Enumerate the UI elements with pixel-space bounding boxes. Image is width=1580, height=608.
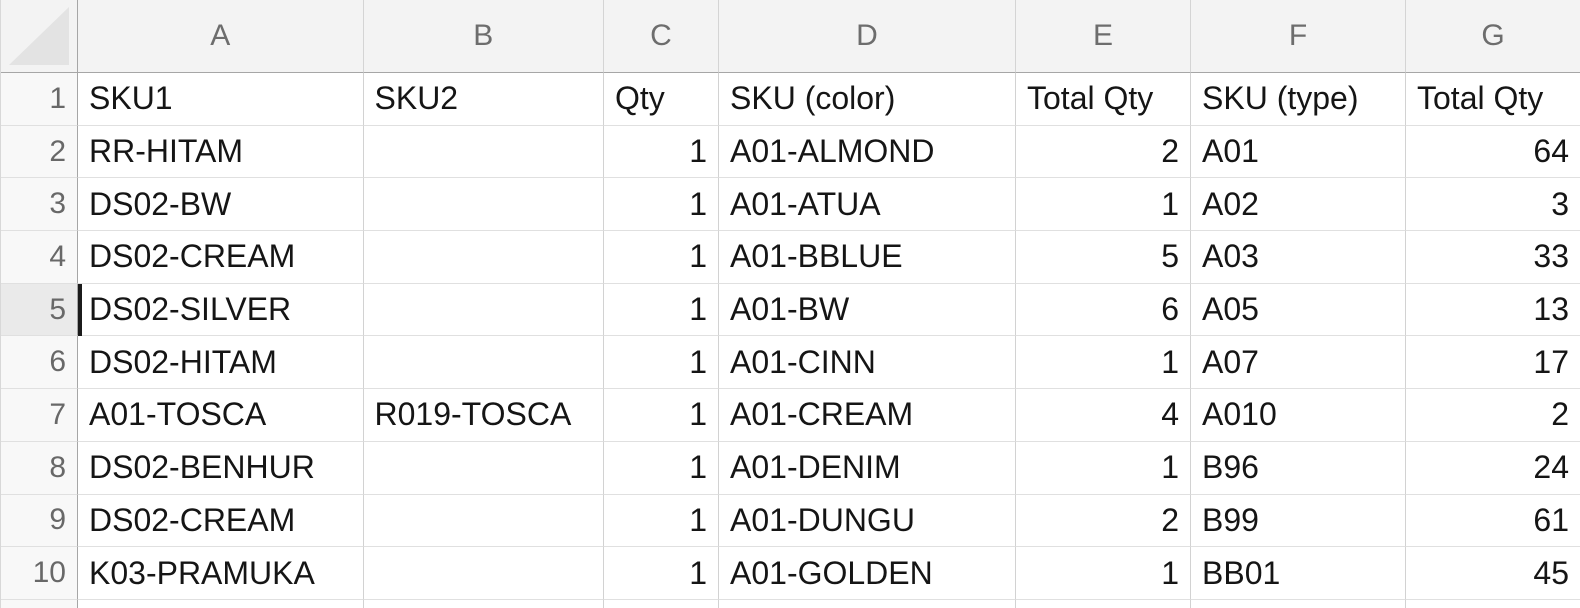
cell-F8[interactable]: B96: [1191, 441, 1406, 495]
row-header-9[interactable]: 9: [1, 494, 78, 548]
cell-G1[interactable]: Total Qty: [1406, 73, 1580, 126]
cell-C6[interactable]: 1: [604, 336, 719, 390]
row-header-8[interactable]: 8: [1, 441, 78, 495]
cell-A1[interactable]: SKU1: [78, 73, 364, 126]
cell-A-partial: [78, 599, 364, 608]
cell-C3[interactable]: 1: [604, 178, 719, 232]
cell-E5[interactable]: 6: [1016, 283, 1191, 337]
cell-D10[interactable]: A01-GOLDEN: [719, 547, 1016, 600]
cell-E7[interactable]: 4: [1016, 389, 1191, 442]
cell-G-partial: [1406, 599, 1580, 608]
cell-B-partial: [363, 599, 604, 608]
row-header-4[interactable]: 4: [1, 231, 78, 284]
cell-A3[interactable]: DS02-BW: [78, 178, 364, 232]
cell-D7[interactable]: A01-CREAM: [719, 389, 1016, 442]
cell-F3[interactable]: A02: [1191, 178, 1406, 232]
column-header-E[interactable]: E: [1016, 0, 1191, 73]
column-header-D[interactable]: D: [719, 0, 1016, 73]
row-header-2[interactable]: 2: [1, 125, 78, 179]
column-header-B[interactable]: B: [363, 0, 604, 73]
cell-G10[interactable]: 45: [1406, 547, 1580, 600]
cell-G3[interactable]: 3: [1406, 178, 1580, 232]
cell-E10[interactable]: 1: [1016, 547, 1191, 600]
cell-C5[interactable]: 1: [604, 283, 719, 337]
cell-G6[interactable]: 17: [1406, 336, 1580, 390]
cell-G4[interactable]: 33: [1406, 231, 1580, 284]
cell-D-partial: [719, 599, 1016, 608]
column-header-A[interactable]: A: [78, 0, 364, 73]
row-header-6[interactable]: 6: [1, 336, 78, 390]
cell-A4[interactable]: DS02-CREAM: [78, 231, 364, 284]
cell-D2[interactable]: A01-ALMOND: [719, 125, 1016, 179]
cell-F10[interactable]: BB01: [1191, 547, 1406, 600]
column-header-G[interactable]: G: [1406, 0, 1580, 73]
row-header-3[interactable]: 3: [1, 178, 78, 232]
cell-B1[interactable]: SKU2: [363, 73, 604, 126]
select-all-triangle-icon: [9, 7, 69, 65]
cell-D4[interactable]: A01-BBLUE: [719, 231, 1016, 284]
cell-G8[interactable]: 24: [1406, 441, 1580, 495]
cell-E8[interactable]: 1: [1016, 441, 1191, 495]
cell-E1[interactable]: Total Qty: [1016, 73, 1191, 126]
cell-C1[interactable]: Qty: [604, 73, 719, 126]
cell-A7[interactable]: A01-TOSCA: [78, 389, 364, 442]
cell-B4[interactable]: [363, 231, 604, 284]
cell-A10[interactable]: K03-PRAMUKA: [78, 547, 364, 600]
cell-E6[interactable]: 1: [1016, 336, 1191, 390]
cell-A6[interactable]: DS02-HITAM: [78, 336, 364, 390]
cell-C2[interactable]: 1: [604, 125, 719, 179]
cell-D8[interactable]: A01-DENIM: [719, 441, 1016, 495]
cell-B10[interactable]: [363, 547, 604, 600]
cell-C10[interactable]: 1: [604, 547, 719, 600]
column-header-F[interactable]: F: [1191, 0, 1406, 73]
column-header-C[interactable]: C: [604, 0, 719, 73]
cell-F6[interactable]: A07: [1191, 336, 1406, 390]
cell-B9[interactable]: [363, 494, 604, 548]
cell-G5[interactable]: 13: [1406, 283, 1580, 337]
cell-C9[interactable]: 1: [604, 494, 719, 548]
cell-F9[interactable]: B99: [1191, 494, 1406, 548]
cell-A9[interactable]: DS02-CREAM: [78, 494, 364, 548]
cell-F5[interactable]: A05: [1191, 283, 1406, 337]
cell-B8[interactable]: [363, 441, 604, 495]
cell-E4[interactable]: 5: [1016, 231, 1191, 284]
cell-G2[interactable]: 64: [1406, 125, 1580, 179]
cell-A8[interactable]: DS02-BENHUR: [78, 441, 364, 495]
cell-D5[interactable]: A01-BW: [719, 283, 1016, 337]
cell-F7[interactable]: A010: [1191, 389, 1406, 442]
cell-B3[interactable]: [363, 178, 604, 232]
cell-E9[interactable]: 2: [1016, 494, 1191, 548]
cell-E-partial: [1016, 599, 1191, 608]
cell-F-partial: [1191, 599, 1406, 608]
cell-C4[interactable]: 1: [604, 231, 719, 284]
row-header-partial: [1, 599, 78, 608]
cell-B6[interactable]: [363, 336, 604, 390]
row-header-1[interactable]: 1: [1, 73, 78, 126]
cell-G7[interactable]: 2: [1406, 389, 1580, 442]
cell-B2[interactable]: [363, 125, 604, 179]
row-header-10[interactable]: 10: [1, 547, 78, 600]
cell-A2[interactable]: RR-HITAM: [78, 125, 364, 179]
select-all-corner[interactable]: [1, 0, 78, 73]
cell-D9[interactable]: A01-DUNGU: [719, 494, 1016, 548]
cell-C7[interactable]: 1: [604, 389, 719, 442]
row-header-5[interactable]: 5: [1, 283, 78, 337]
cell-cursor: [78, 283, 82, 337]
cell-G9[interactable]: 61: [1406, 494, 1580, 548]
cell-F1[interactable]: SKU (type): [1191, 73, 1406, 126]
cell-C-partial: [604, 599, 719, 608]
cell-E2[interactable]: 2: [1016, 125, 1191, 179]
cell-D6[interactable]: A01-CINN: [719, 336, 1016, 390]
cell-F4[interactable]: A03: [1191, 231, 1406, 284]
cell-E3[interactable]: 1: [1016, 178, 1191, 232]
cell-D3[interactable]: A01-ATUA: [719, 178, 1016, 232]
cell-B7[interactable]: R019-TOSCA: [363, 389, 604, 442]
row-header-7[interactable]: 7: [1, 389, 78, 442]
cell-F2[interactable]: A01: [1191, 125, 1406, 179]
cell-D1[interactable]: SKU (color): [719, 73, 1016, 126]
cell-C8[interactable]: 1: [604, 441, 719, 495]
cell-B5[interactable]: [363, 283, 604, 337]
cell-A5[interactable]: DS02-SILVER: [78, 283, 364, 337]
